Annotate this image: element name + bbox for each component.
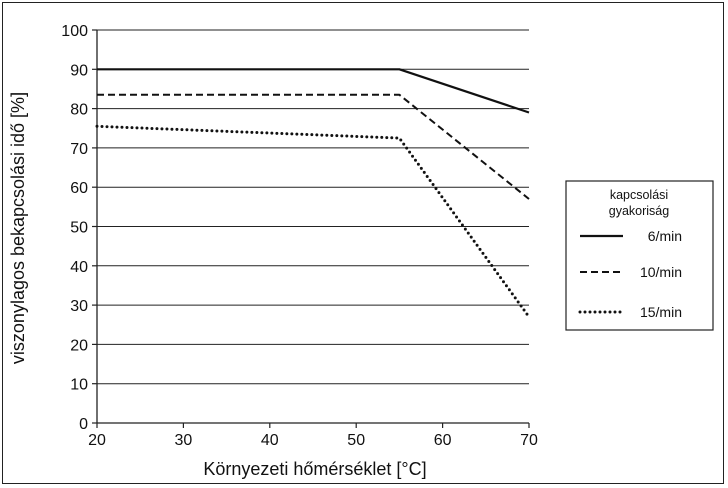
y-tick-label-20: 20 [70, 337, 88, 354]
legend-items: 6/min 10/min 15/min [578, 228, 682, 320]
grid-lines [97, 29, 529, 385]
legend-title-line2: gyakoriság [609, 204, 669, 218]
legend-label-6-per-min: 6/min [648, 228, 682, 244]
series-line-15-per-min [95, 124, 531, 319]
y-tick-label-10: 10 [70, 377, 88, 394]
x-tick-label-60: 60 [434, 432, 452, 449]
x-tick-label-30: 30 [175, 432, 193, 449]
y-tick-label-70: 70 [70, 141, 88, 158]
series-lines [95, 68, 531, 319]
y-tick-label-60: 60 [70, 180, 88, 197]
series-line-6-per-min [97, 68, 530, 114]
x-tick-labels: 20 30 40 50 60 70 [88, 423, 538, 449]
series-line-10-per-min [97, 93, 530, 200]
x-tick-label-40: 40 [261, 432, 279, 449]
y-tick-label-100: 100 [61, 23, 88, 40]
y-tick-label-40: 40 [70, 259, 88, 276]
y-tick-label-30: 30 [70, 298, 88, 315]
x-axis-label: Környezeti hőmérséklet [°C] [203, 459, 426, 479]
x-tick-label-20: 20 [88, 432, 106, 449]
legend-label-10-per-min: 10/min [640, 264, 682, 280]
y-tick-label-50: 50 [70, 220, 88, 237]
legend-label-15-per-min: 15/min [640, 304, 682, 320]
y-tick-label-0: 0 [79, 416, 88, 433]
y-axis-label: viszonylagos bekapcsolási idő [%] [8, 92, 28, 364]
x-tick-label-70: 70 [520, 432, 538, 449]
y-tick-label-80: 80 [70, 102, 88, 119]
legend: kapcsolási gyakoriság 6/min 10/min 15/min [565, 180, 714, 331]
y-tick-label-90: 90 [70, 62, 88, 79]
legend-box [565, 180, 714, 331]
legend-title-line1: kapcsolási [610, 188, 668, 202]
chart-frame [2, 2, 724, 484]
x-tick-label-50: 50 [347, 432, 365, 449]
y-tick-labels: 0 10 20 30 40 50 60 70 80 90 100 [61, 23, 97, 433]
